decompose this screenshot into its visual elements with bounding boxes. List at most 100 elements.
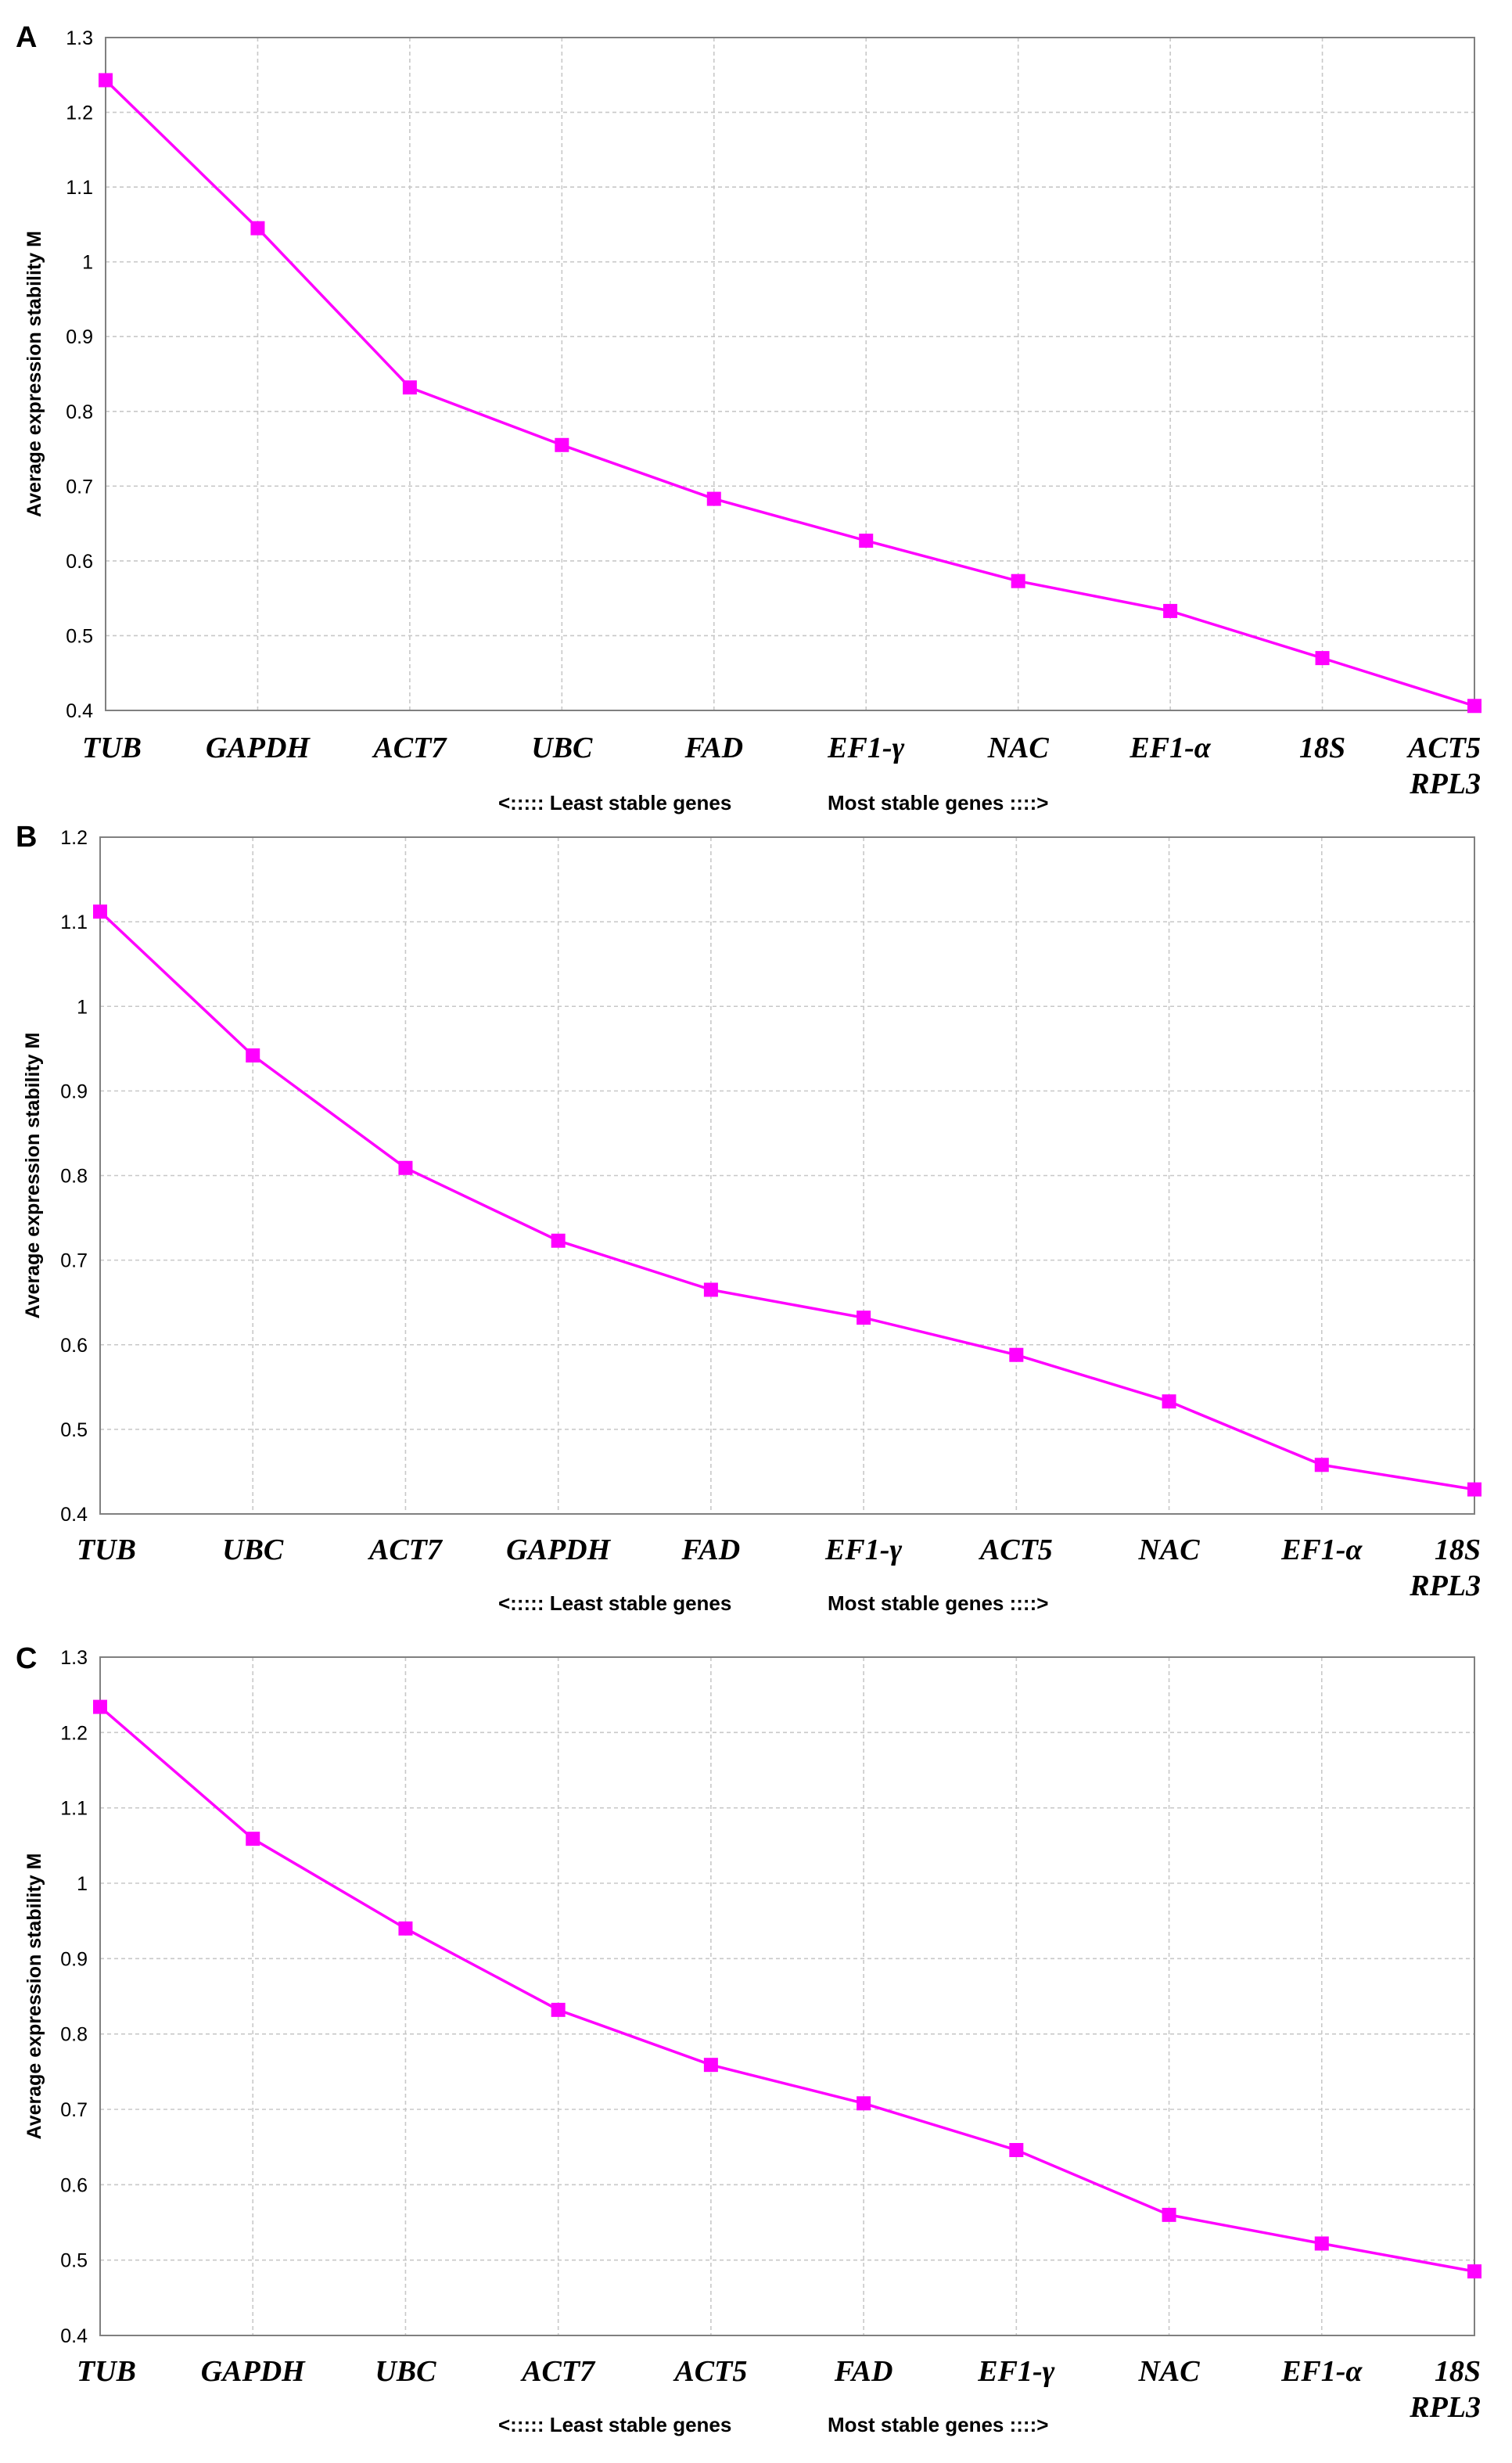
plot-frame: [99, 1656, 1475, 2336]
x-tick-label: EF1-α: [1280, 2355, 1363, 2388]
data-point: [1467, 1482, 1481, 1497]
y-tick-label: 0.4: [66, 700, 93, 722]
chart-panel-a: A 0.4 0.5 0.6 0.7 0.8 0.9 1 1.1 1.2 1.3 Average exp…: [16, 21, 1481, 814]
y-tick-label: 1.1: [60, 911, 88, 933]
series-line: [104, 79, 1475, 707]
data-point: [1162, 2207, 1176, 2222]
y-tick-label: 0.7: [60, 2099, 88, 2121]
x-tick-label: NAC: [987, 732, 1050, 764]
data-point: [703, 2058, 718, 2073]
y-tick-label: 0.7: [66, 476, 93, 498]
footer-most-stable: Most stable genes ::::>: [828, 1591, 1048, 1615]
y-tick-label: 0.9: [66, 326, 93, 348]
y-tick-label: 0.5: [60, 2250, 88, 2272]
data-point: [1009, 2143, 1024, 2158]
data-point: [703, 1282, 718, 1297]
x-tick-label: FAD: [681, 1534, 741, 1566]
x-tick-label: NAC: [1137, 1534, 1200, 1566]
x-tick-label: EF1-α: [1280, 1534, 1363, 1566]
y-tick-label: 0.8: [60, 1166, 88, 1188]
data-point: [551, 1233, 566, 1248]
data-point: [402, 380, 417, 395]
data-point: [1467, 2264, 1481, 2279]
data-point: [1011, 574, 1025, 588]
panel-letter: C: [16, 1642, 37, 1675]
y-tick-label: 0.8: [60, 2024, 88, 2046]
x-tick-label: ACT5: [979, 1534, 1053, 1566]
x-tick-label: ACT5: [673, 2355, 747, 2388]
data-point: [857, 2096, 871, 2111]
footer-most-stable: Most stable genes ::::>: [828, 2413, 1048, 2436]
data-point: [706, 491, 721, 506]
series-line: [99, 910, 1475, 1491]
footer-least-stable: <::::: Least stable genes: [498, 2413, 731, 2436]
y-tick-label: 0.4: [60, 2325, 88, 2347]
data-point: [250, 221, 265, 236]
y-tick-label: 1: [77, 996, 88, 1018]
y-axis-label: Average expression stability M: [22, 1033, 44, 1319]
x-tick-label: RPL3: [1409, 2391, 1481, 2424]
x-tick-label: ACT7: [372, 732, 447, 764]
data-point: [1314, 1458, 1329, 1472]
series-line: [99, 1706, 1475, 2273]
x-tick-label: TUB: [82, 732, 142, 764]
data-point: [859, 534, 874, 548]
panel-letter: B: [16, 821, 37, 854]
x-tick-label: RPL3: [1409, 768, 1481, 800]
x-tick-label: 18S: [1299, 732, 1345, 764]
data-point: [246, 1832, 260, 1846]
footer-least-stable: <::::: Least stable genes: [498, 791, 731, 814]
y-tick-label: 1: [82, 252, 93, 274]
y-tick-label: 0.6: [60, 2174, 88, 2196]
panel-letter: A: [16, 21, 37, 54]
data-point: [99, 73, 113, 88]
plot-frame: [99, 836, 1475, 1515]
y-tick-label: 0.5: [60, 1419, 88, 1441]
y-tick-label: 0.4: [60, 1504, 88, 1526]
data-point: [246, 1048, 260, 1063]
y-tick-label: 0.6: [66, 551, 93, 573]
x-tick-label: GAPDH: [206, 732, 311, 764]
y-tick-label: 0.8: [66, 401, 93, 423]
x-tick-label: ACT7: [520, 2355, 596, 2388]
y-tick-label: 1.2: [60, 827, 88, 849]
data-point: [1467, 699, 1481, 714]
y-tick-label: 1.3: [66, 27, 93, 49]
x-tick-label: NAC: [1137, 2355, 1200, 2388]
y-tick-label: 1.2: [60, 1722, 88, 1744]
data-point: [93, 904, 107, 919]
x-tick-label: EF1-γ: [977, 2355, 1054, 2388]
x-tick-label: GAPDH: [201, 2355, 306, 2388]
y-axis-label: Average expression stability M: [23, 1854, 45, 2140]
x-tick-label: 18S: [1435, 2355, 1481, 2388]
y-tick-label: 1.3: [60, 1647, 88, 1669]
y-tick-label: 1.1: [60, 1798, 88, 1820]
data-point: [857, 1311, 871, 1325]
chart-panel-c: C 0.4 0.5 0.6 0.7 0.8 0.9 1 1.1 1.2 1.3 Average exp…: [16, 1642, 1481, 2436]
x-tick-label: ACT5: [1406, 732, 1481, 764]
x-tick-label: RPL3: [1409, 1569, 1481, 1602]
y-tick-label: 1.1: [66, 177, 93, 199]
y-tick-label: 0.6: [60, 1335, 88, 1357]
y-tick-label: 0.9: [60, 1948, 88, 1970]
y-tick-label: 0.7: [60, 1250, 88, 1272]
data-point: [93, 1699, 107, 1714]
x-tick-label: TUB: [77, 2355, 136, 2388]
x-tick-label: ACT7: [368, 1534, 444, 1566]
x-tick-label: UBC: [531, 732, 593, 764]
x-tick-label: UBC: [375, 2355, 436, 2388]
x-tick-label: EF1-γ: [824, 1534, 902, 1566]
footer-least-stable: <::::: Least stable genes: [498, 1591, 731, 1615]
data-point: [555, 437, 569, 452]
x-tick-label: GAPDH: [506, 1534, 611, 1566]
data-point: [1314, 2236, 1329, 2251]
data-point: [1163, 603, 1178, 618]
x-tick-label: TUB: [77, 1534, 136, 1566]
data-point: [398, 1921, 413, 1936]
data-point: [1315, 651, 1330, 666]
x-tick-label: 18S: [1435, 1534, 1481, 1566]
y-tick-label: 0.5: [66, 625, 93, 647]
data-point: [398, 1160, 413, 1175]
y-tick-label: 1.2: [66, 102, 93, 124]
